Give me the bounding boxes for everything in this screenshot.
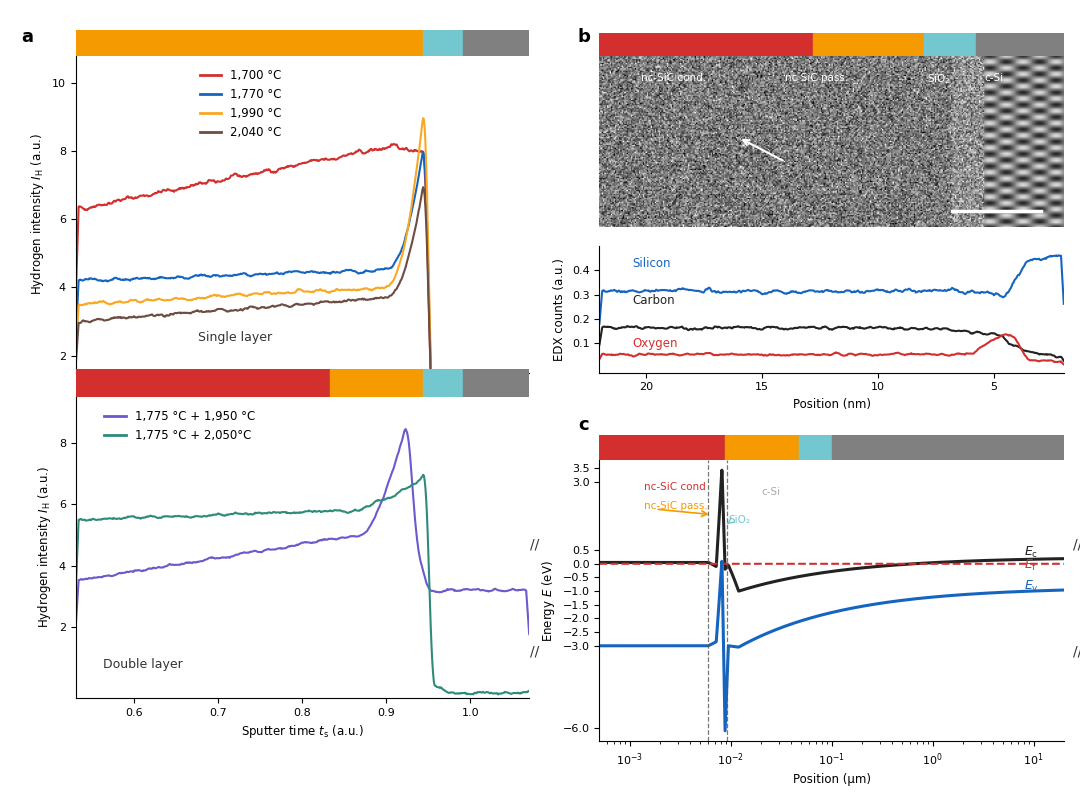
Text: $E_{\mathrm{c}}$: $E_{\mathrm{c}}$ [1024, 545, 1038, 560]
Text: nc-SiC pass.: nc-SiC pass. [284, 384, 352, 393]
Y-axis label: Hydrogen intensity $I_{\mathrm{H}}$ (a.u.): Hydrogen intensity $I_{\mathrm{H}}$ (a.u… [29, 133, 46, 295]
Text: nc SiC pass.: nc SiC pass. [785, 73, 849, 82]
Text: SiO$_2$: SiO$_2$ [927, 73, 950, 86]
Text: nc-SiC pass.: nc-SiC pass. [645, 501, 708, 511]
Text: a: a [22, 28, 33, 46]
Legend: 1,700 °C, 1,770 °C, 1,990 °C, 2,040 °C: 1,700 °C, 1,770 °C, 1,990 °C, 2,040 °C [194, 64, 286, 144]
Text: Single layer: Single layer [198, 331, 272, 344]
Text: SiO₂: SiO₂ [430, 40, 455, 52]
Text: $E_{\mathrm{v}}$: $E_{\mathrm{v}}$ [1024, 579, 1039, 594]
Text: c-Si: c-Si [985, 73, 1004, 82]
Y-axis label: EDX counts (a.u.): EDX counts (a.u.) [553, 258, 566, 361]
Text: Oxygen: Oxygen [632, 337, 677, 351]
Y-axis label: Energy $E$ (eV): Energy $E$ (eV) [540, 560, 557, 642]
Text: nc-SiC cond.: nc-SiC cond. [118, 384, 188, 393]
X-axis label: Position (nm): Position (nm) [793, 398, 870, 411]
Text: //: // [530, 538, 539, 551]
Text: //: // [530, 645, 539, 658]
Text: $E_{\mathrm{f}}$: $E_{\mathrm{f}}$ [1024, 557, 1037, 573]
Text: nc-SiC pass.: nc-SiC pass. [203, 40, 274, 52]
Text: c-Si: c-Si [761, 488, 780, 497]
Text: //: // [1074, 538, 1080, 551]
Text: //: // [1074, 645, 1080, 658]
Text: nc-SiC cond: nc-SiC cond [645, 482, 706, 492]
Y-axis label: Hydrogen intensity $I_{\mathrm{H}}$ (a.u.): Hydrogen intensity $I_{\mathrm{H}}$ (a.u… [37, 466, 53, 628]
Text: c: c [578, 416, 589, 435]
Text: b: b [578, 28, 591, 46]
Text: SiO₂: SiO₂ [729, 515, 751, 525]
Text: Carbon: Carbon [632, 294, 675, 307]
X-axis label: Sputter time $t_{\mathrm{s}}$ (a.u.): Sputter time $t_{\mathrm{s}}$ (a.u.) [241, 723, 364, 740]
Text: SiO₂: SiO₂ [430, 384, 454, 393]
Text: c-Si: c-Si [488, 40, 510, 52]
X-axis label: Position (μm): Position (μm) [793, 773, 870, 787]
Text: nc-SiC cond.: nc-SiC cond. [642, 73, 706, 82]
Text: c-Si: c-Si [489, 384, 510, 393]
Legend: 1,775 °C + 1,950 °C, 1,775 °C + 2,050°C: 1,775 °C + 1,950 °C, 1,775 °C + 2,050°C [99, 405, 260, 446]
Text: Double layer: Double layer [103, 657, 183, 671]
Text: Silicon: Silicon [632, 258, 671, 270]
